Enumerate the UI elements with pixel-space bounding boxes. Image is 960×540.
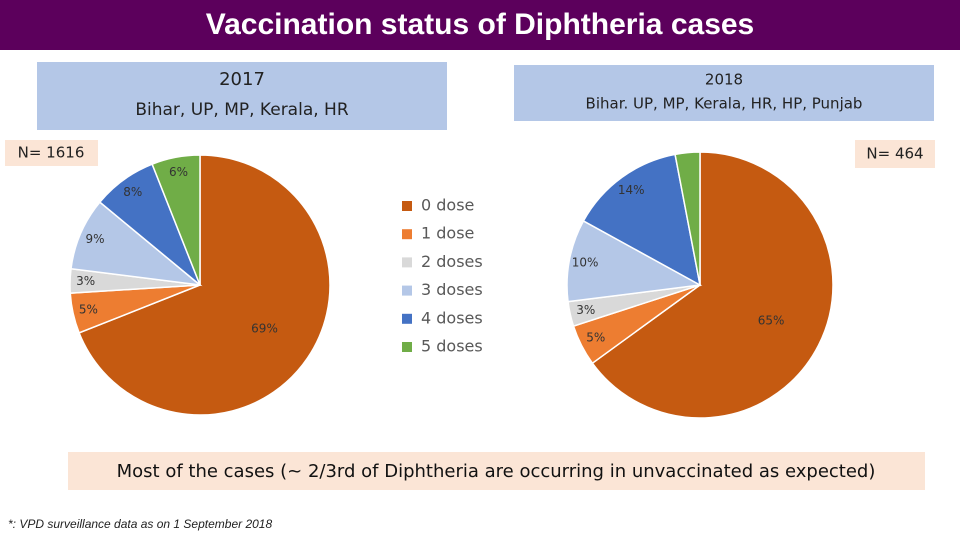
legend-label: 0 dose: [421, 196, 474, 215]
legend-swatch: [402, 285, 412, 296]
legend-swatch: [402, 229, 412, 240]
header-band: [0, 0, 960, 50]
data-label: 10%: [572, 256, 599, 270]
pie-slice: [151, 154, 201, 286]
chart-subtitle: Bihar. UP, MP, Kerala, HR, HP, Punjab: [586, 95, 863, 113]
legend-swatch: [402, 201, 412, 211]
chart-title: 2017: [219, 69, 265, 90]
footnote: *: VPD surveillance data as on 1 Septemb…: [8, 517, 272, 531]
data-label: 69%: [251, 321, 278, 335]
annotation: N= 464: [866, 145, 923, 163]
data-label: 3%: [76, 274, 95, 288]
chart-subtitle: Bihar, UP, MP, Kerala, HR: [135, 100, 349, 120]
data-label: 14%: [618, 183, 645, 197]
note-box: [68, 452, 925, 490]
pie-slice: [674, 151, 701, 286]
legend-label: 1 dose: [421, 224, 474, 243]
legend-swatch: [402, 313, 412, 324]
chart-title: 2018: [705, 71, 743, 89]
legend-label: 5 doses: [421, 337, 483, 356]
data-label: 8%: [123, 185, 142, 199]
box-2018: [514, 65, 934, 121]
data-label: 9%: [85, 232, 104, 246]
header-title: Vaccination status of Diphtheria cases: [206, 8, 755, 41]
n-box: [5, 140, 98, 166]
data-label: 5%: [586, 331, 605, 345]
legend-label: 2 doses: [421, 252, 483, 271]
data-label: 5%: [79, 302, 98, 316]
note: Most of the cases (~ 2/3rd of Diphtheria…: [117, 461, 876, 482]
pie-slice: [591, 151, 834, 419]
box-2017: [37, 62, 447, 130]
pie-slice: [566, 219, 703, 303]
pie-slice: [78, 154, 331, 416]
legend-label: 4 doses: [421, 308, 483, 327]
n-box: [855, 140, 935, 168]
data-label: 3%: [576, 303, 595, 317]
annotation: N= 1616: [18, 144, 85, 162]
legend-label: 3 doses: [421, 280, 483, 299]
legend-swatch: [402, 342, 412, 352]
data-label: 6%: [169, 165, 188, 179]
legend-swatch: [402, 257, 412, 268]
pie-slice: [582, 153, 702, 287]
data-label: 65%: [758, 314, 785, 328]
